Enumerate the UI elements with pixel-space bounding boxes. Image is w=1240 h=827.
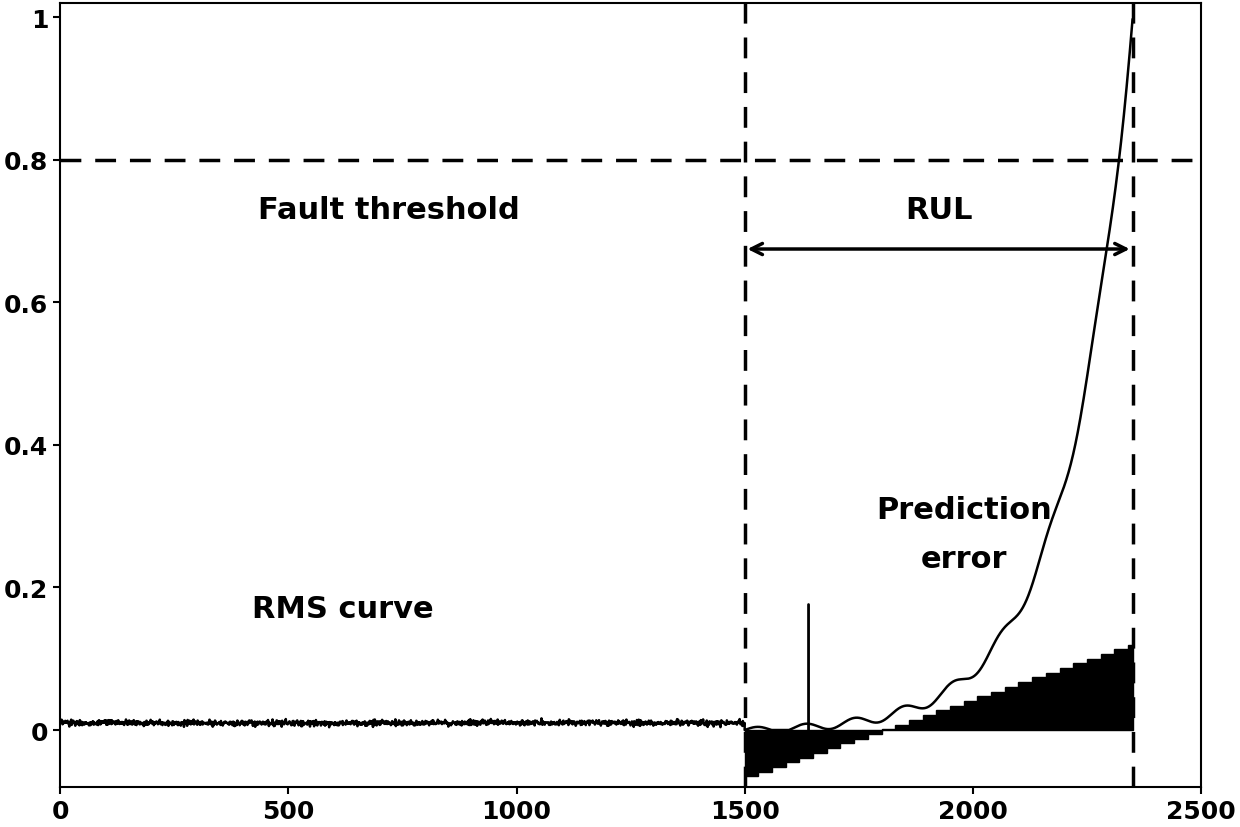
Text: Fault threshold: Fault threshold — [258, 196, 520, 225]
Text: Prediction: Prediction — [875, 495, 1052, 524]
Text: error: error — [920, 545, 1007, 574]
Text: RMS curve: RMS curve — [252, 595, 434, 624]
Polygon shape — [745, 645, 1132, 777]
Text: RUL: RUL — [905, 196, 972, 225]
